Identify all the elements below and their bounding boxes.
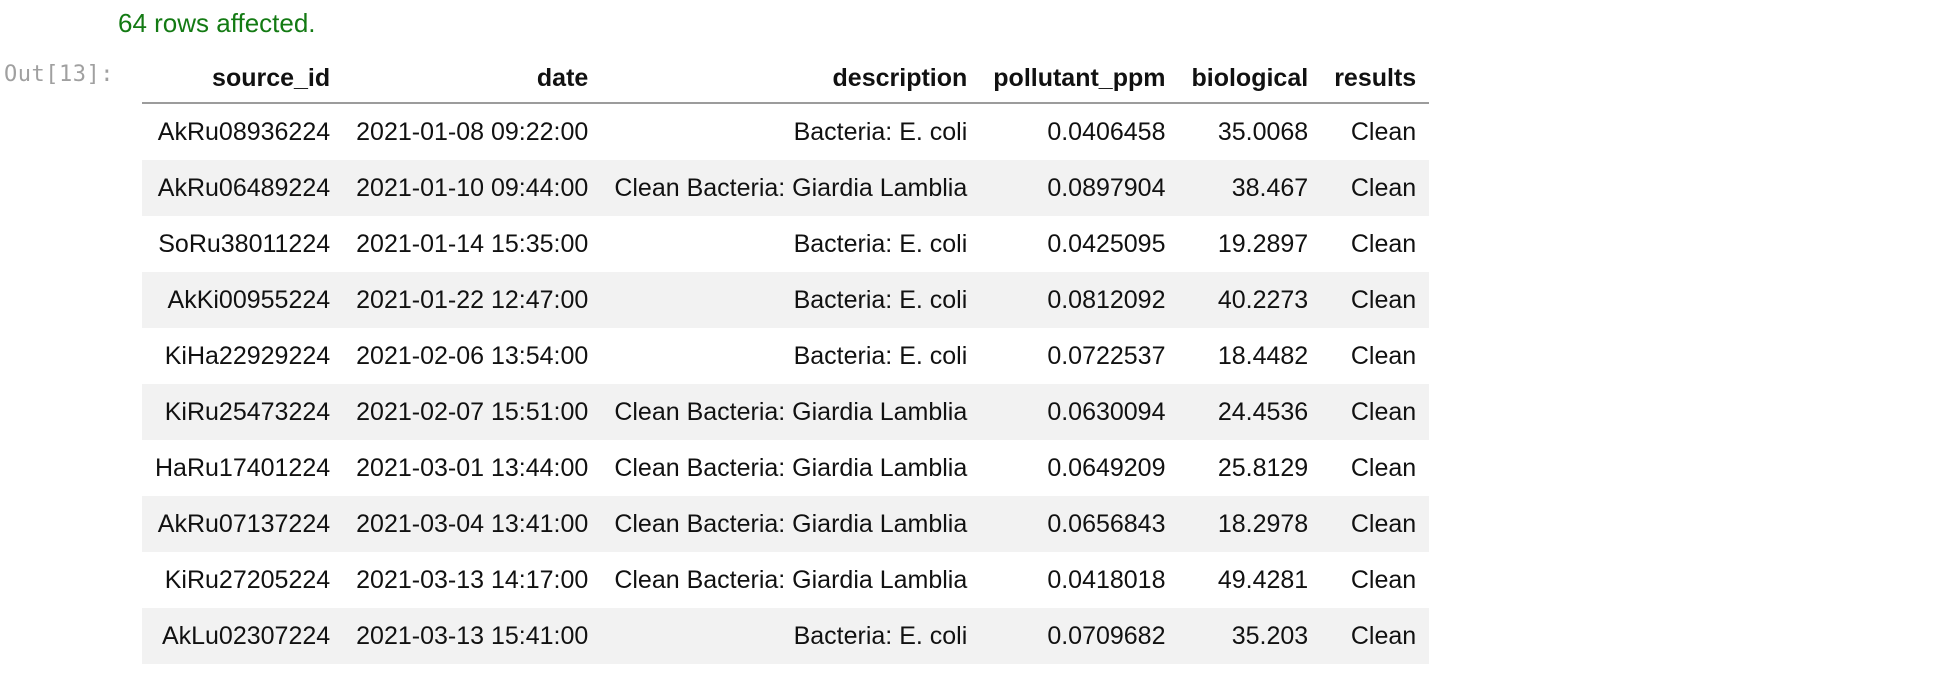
cell-source-id: AkRu06489224 [142,160,344,216]
table-header-row: source_id date description pollutant_ppm… [142,54,1430,104]
cell-description: Clean Bacteria: Giardia Lamblia [614,453,968,482]
result-table: source_id date description pollutant_ppm… [142,54,1430,664]
cell-biological: 35.203 [1178,608,1322,664]
cell-date: 2021-03-04 13:41:00 [343,496,602,552]
cell-description: Clean Bacteria: Giardia Lamblia [601,384,981,440]
table-row: KiRu25473224 2021-02-07 15:51:00 Clean B… [142,384,1430,440]
cell-source-id: HaRu17401224 [155,453,331,482]
table-row: KiHa22929224 2021-02-06 13:54:00 Bacteri… [142,328,1429,384]
cell-results: Clean [1321,608,1430,664]
cell-date: 2021-01-22 12:47:00 [343,272,602,328]
cell-biological: 40.2273 [1178,272,1322,328]
column-header-pollutant-ppm: pollutant_ppm [980,54,1179,104]
cell-pollutant-ppm: 0.0897904 [980,160,1179,216]
cell-results: Clean [1321,272,1430,328]
cell-results: Clean [1350,565,1417,594]
cell-results: Clean [1321,160,1430,216]
table-row: AkRu08936224 2021-01-08 09:22:00 Bacteri… [142,103,1429,160]
cell-description: Bacteria: E. coli [601,272,981,328]
cell-pollutant-ppm: 0.0722537 [1047,341,1166,370]
cell-pollutant-ppm: 0.0418018 [1047,565,1166,594]
output-prompt: Out[13]: [4,62,114,87]
cell-results: Clean [1350,117,1417,146]
cell-description: Clean Bacteria: Giardia Lamblia [601,160,981,216]
cell-pollutant-ppm: 0.0656843 [980,496,1179,552]
table-row: SoRu38011224 2021-01-14 15:35:00 Bacteri… [142,216,1429,272]
cell-results: Clean [1321,496,1430,552]
cell-date: 2021-01-08 09:22:00 [356,117,589,146]
table-row: AkKi00955224 2021-01-22 12:47:00 Bacteri… [142,272,1430,328]
cell-description: Clean Bacteria: Giardia Lamblia [601,496,981,552]
table-row: AkRu07137224 2021-03-04 13:41:00 Clean B… [142,496,1430,552]
cell-date: 2021-01-10 09:44:00 [343,160,602,216]
cell-pollutant-ppm: 0.0812092 [980,272,1179,328]
cell-source-id: AkLu02307224 [142,608,344,664]
cell-pollutant-ppm: 0.0649209 [1047,453,1166,482]
column-header-biological: biological [1178,54,1322,104]
cell-source-id: SoRu38011224 [158,229,331,258]
cell-description: Bacteria: E. coli [601,608,981,664]
cell-pollutant-ppm: 0.0630094 [980,384,1179,440]
cell-description: Bacteria: E. coli [793,341,968,370]
column-header-date: date [343,54,602,104]
cell-biological: 38.467 [1178,160,1322,216]
table-row: AkLu02307224 2021-03-13 15:41:00 Bacteri… [142,608,1430,664]
cell-biological: 18.2978 [1178,496,1322,552]
table-row: AkRu06489224 2021-01-10 09:44:00 Clean B… [142,160,1430,216]
rows-affected-message: 64 rows affected. [118,8,316,38]
cell-biological: 49.4281 [1217,565,1309,594]
column-header-source-id: source_id [142,54,344,104]
cell-date: 2021-03-13 15:41:00 [343,608,602,664]
cell-biological: 35.0068 [1217,117,1309,146]
cell-results: Clean [1350,341,1417,370]
cell-pollutant-ppm: 0.0406458 [1047,117,1166,146]
cell-biological: 25.8129 [1217,453,1309,482]
cell-results: Clean [1321,384,1430,440]
cell-results: Clean [1350,453,1417,482]
cell-date: 2021-01-14 15:35:00 [356,229,589,258]
cell-pollutant-ppm: 0.0709682 [980,608,1179,664]
cell-results: Clean [1350,229,1417,258]
cell-biological: 19.2897 [1217,229,1309,258]
cell-biological: 18.4482 [1217,341,1309,370]
table-row: HaRu17401224 2021-03-01 13:44:00 Clean B… [142,440,1429,496]
cell-source-id: AkKi00955224 [142,272,344,328]
cell-source-id: KiRu25473224 [142,384,344,440]
cell-pollutant-ppm: 0.0425095 [1047,229,1166,258]
cell-biological: 24.4536 [1178,384,1322,440]
cell-date: 2021-03-13 14:17:00 [356,565,589,594]
cell-description: Bacteria: E. coli [793,117,968,146]
cell-description: Bacteria: E. coli [793,229,968,258]
column-header-description: description [601,54,981,104]
cell-date: 2021-02-06 13:54:00 [356,341,589,370]
cell-date: 2021-03-01 13:44:00 [356,453,589,482]
table-row: KiRu27205224 2021-03-13 14:17:00 Clean B… [142,552,1429,608]
cell-source-id: KiRu27205224 [164,565,331,594]
cell-date: 2021-02-07 15:51:00 [343,384,602,440]
cell-source-id: AkRu07137224 [142,496,344,552]
cell-source-id: AkRu08936224 [157,117,331,146]
column-header-results: results [1321,54,1430,104]
cell-description: Clean Bacteria: Giardia Lamblia [614,565,968,594]
cell-source-id: KiHa22929224 [164,341,331,370]
